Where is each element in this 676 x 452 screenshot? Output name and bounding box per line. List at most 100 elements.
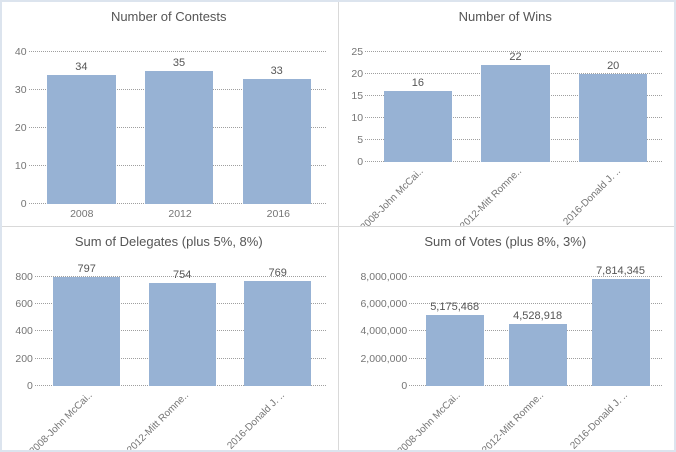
chart-title: Number of Contests: [110, 9, 227, 24]
x-tick-label: 2008-John McCai..: [27, 390, 95, 450]
bar-slot: 35: [130, 52, 228, 204]
y-tick-label: 6,000,000: [360, 297, 408, 310]
chart-body: 0 2,000,000 4,000,000 6,000,000 8,000,000 5,…: [347, 253, 665, 450]
bar-value-label: 769: [268, 266, 287, 279]
y-tick-label: 8,000,000: [360, 270, 408, 283]
bar-value-label: 797: [77, 262, 96, 275]
x-tick-label: 2012-Mitt Romne..: [125, 390, 191, 450]
y-tick-label: 10: [14, 159, 27, 172]
bar-2012-mitt-romne[interactable]: [148, 282, 216, 386]
y-tick-label: 20: [351, 67, 364, 80]
x-tick-label: 2008-John McCai..: [395, 390, 463, 450]
y-tick-label: 0: [20, 197, 27, 210]
bar-2012-mitt-romne[interactable]: [481, 65, 550, 162]
x-tick: 2012: [131, 204, 229, 224]
bar-slot: 769: [230, 267, 326, 386]
y-tick-label: 600: [15, 297, 33, 310]
x-axis: 2008 2012 2016: [33, 204, 328, 224]
gridline: [409, 275, 662, 277]
plot-area: 16 22 20: [365, 28, 664, 162]
x-tick-label: 2012: [168, 207, 192, 220]
bar-value-label: 7,814,345: [596, 265, 645, 278]
bar-2008-john-mccai[interactable]: [425, 315, 484, 386]
bar-slot: 5,175,468: [413, 277, 496, 386]
y-tick-label: 40: [14, 46, 27, 58]
bar-value-label: 34: [75, 60, 88, 73]
y-axis: 0 5 10 15 20 25: [347, 28, 370, 168]
x-axis: 2008-John McCai.. 2012-Mitt Romne.. 2016-D…: [28, 386, 328, 450]
bar-value-label: 16: [411, 77, 425, 90]
x-axis: 2008-John McCai.. 2012-Mitt Romne.. 2016-D…: [396, 386, 664, 450]
x-tick: 2016-Donald J. ..: [561, 162, 664, 226]
plot-area: 797 754 769: [34, 253, 328, 386]
bar-slot: 7,814,345: [579, 265, 662, 386]
x-tick: 2012-Mitt Romne..: [125, 386, 231, 450]
x-tick: 2012-Mitt Romne..: [458, 162, 565, 226]
bar-value-label: 22: [509, 51, 522, 64]
gridline: [409, 302, 662, 304]
x-axis: 2008-John McCai.. 2012-Mitt Romne.. 2016-D…: [359, 162, 664, 226]
bar-2008-john-mccai[interactable]: [53, 276, 121, 386]
y-tick-label: 200: [15, 352, 33, 365]
gridline: [28, 51, 326, 52]
x-tick-label: 2008-John McCai..: [358, 165, 427, 226]
y-tick-label: 20: [14, 121, 27, 134]
x-tick: 2008: [33, 204, 131, 224]
bar-2008-john-mccai[interactable]: [383, 91, 453, 162]
y-tick-label: 30: [14, 83, 27, 96]
bar-2012[interactable]: [144, 70, 214, 204]
panel-sum-of-votes: Sum of Votes (plus 8%, 3%) 0 2,000,000 4,0…: [338, 226, 674, 450]
bar-value-label: 33: [270, 64, 283, 77]
plot-area: 34 35 33: [28, 28, 328, 204]
bar-2012-mitt-romne[interactable]: [508, 324, 567, 386]
y-tick-label: 800: [15, 270, 33, 283]
x-tick: 2008-John McCai..: [28, 386, 135, 450]
bar-value-label: 754: [173, 268, 192, 281]
chart-body: 0 200 400 600 800 797 754 769 2008-John McCai.…: [10, 253, 328, 450]
chart-body: 0 10 20 30 40 34 35 33 2008 2012 2016: [10, 28, 328, 224]
y-tick-label: 5: [357, 133, 364, 146]
bar-2008[interactable]: [47, 74, 116, 204]
bar-slot: 22: [467, 51, 565, 162]
chart-body: 0 5 10 15 20 25 16 22 20 2008-John McCai.. 2012-…: [347, 28, 665, 226]
plot-area: 5,175,468 4,528,918 7,814,345: [409, 253, 664, 386]
x-tick-label: 2016-Donald J. ..: [225, 390, 288, 450]
y-tick-label: 0: [357, 155, 364, 168]
bar-slot: 797: [39, 263, 135, 386]
y-tick-label: 0: [401, 380, 408, 392]
x-tick-label: 2016-Donald J. ..: [560, 165, 623, 226]
y-axis: 0 10 20 30 40: [10, 28, 33, 210]
bar-slot: 33: [228, 52, 326, 204]
bar-value-label: 35: [172, 56, 186, 69]
panel-number-of-contests: Number of Contests 0 10 20 30 40 34 35 33 2008…: [2, 2, 338, 226]
bar-value-label: 4,528,918: [513, 310, 563, 323]
y-tick-label: 0: [27, 380, 33, 392]
x-tick-label: 2012-Mitt Romne..: [458, 165, 525, 226]
y-axis: 0 200 400 600 800: [10, 253, 39, 393]
chart-title: Number of Wins: [458, 9, 552, 24]
bar-value-label: 20: [607, 59, 620, 72]
x-tick: 2008-John McCai..: [396, 386, 497, 450]
chart-title: Sum of Delegates (plus 5%, 8%): [74, 233, 263, 249]
x-tick: 2016: [229, 204, 327, 224]
bar-2016[interactable]: [242, 78, 311, 204]
bar-2016-donald-j[interactable]: [244, 280, 312, 386]
bar-slot: 4,528,918: [496, 277, 579, 386]
y-tick-label: 2,000,000: [360, 352, 408, 365]
bar-2016-donald-j[interactable]: [579, 73, 648, 162]
gridline: [34, 275, 326, 277]
bar-value-label: 5,175,468: [430, 301, 480, 314]
y-tick-label: 15: [351, 89, 364, 102]
bar-slot: 20: [564, 52, 662, 162]
y-axis: 0 2,000,000 4,000,000 6,000,000 8,000,000: [347, 253, 414, 393]
y-tick-label: 25: [351, 46, 364, 58]
x-tick-label: 2016: [266, 207, 291, 220]
y-tick-label: 400: [15, 325, 33, 338]
y-tick-label: 4,000,000: [360, 325, 408, 338]
bar-slot: 754: [134, 269, 230, 386]
bar-2016-donald-j[interactable]: [591, 279, 650, 386]
x-tick: 2016-Donald J. ..: [226, 386, 327, 450]
chart-title: Sum of Votes (plus 8%, 3%): [424, 233, 587, 249]
x-tick: 2016-Donald J. ..: [568, 386, 664, 450]
